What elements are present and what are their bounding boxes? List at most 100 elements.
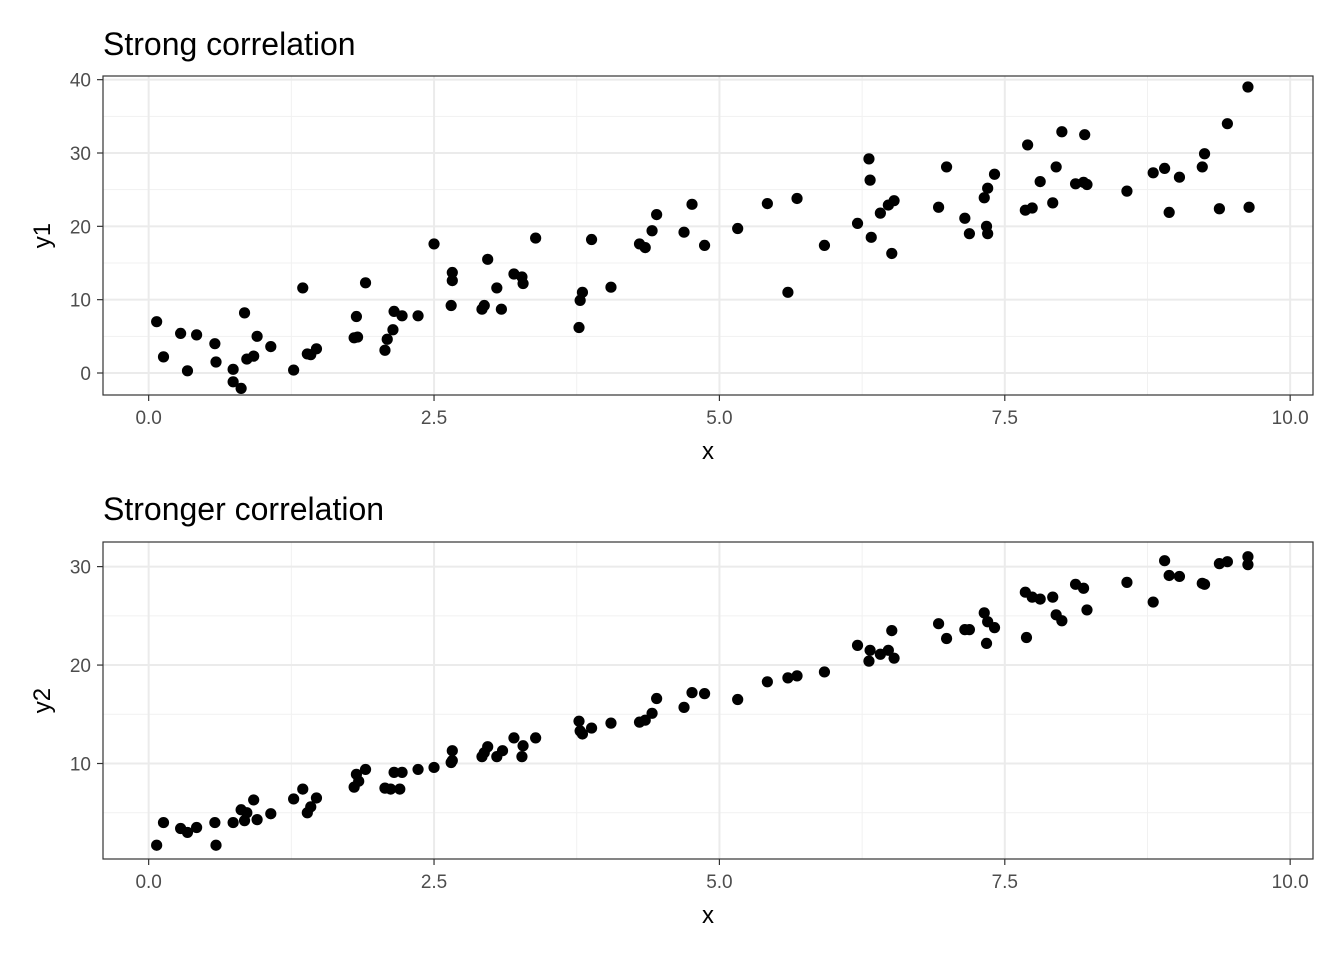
data-point xyxy=(959,212,971,224)
data-point xyxy=(882,644,894,656)
data-point xyxy=(1163,569,1175,582)
data-point xyxy=(517,740,529,752)
data-point xyxy=(181,365,194,377)
y-tick-label: 0 xyxy=(80,364,91,385)
data-point xyxy=(1081,178,1093,191)
x-axis-ticks: 0.0 2.5 5.0 7.5 10.0 xyxy=(135,395,1309,429)
data-point xyxy=(359,277,372,289)
data-point xyxy=(573,321,585,334)
data-point xyxy=(151,316,163,328)
data-point xyxy=(791,670,803,682)
data-point xyxy=(478,299,490,312)
data-point xyxy=(1242,559,1254,571)
y-tick-label: 20 xyxy=(70,217,91,238)
x-tick-label: 5.0 xyxy=(706,872,732,893)
data-point xyxy=(310,343,323,355)
data-point xyxy=(982,182,994,194)
data-point xyxy=(678,226,690,238)
data-point xyxy=(248,350,260,362)
data-point xyxy=(1198,148,1211,160)
data-point xyxy=(445,299,457,312)
data-point xyxy=(980,637,993,650)
data-point xyxy=(1221,118,1233,130)
data-point xyxy=(381,333,393,345)
data-point xyxy=(1198,578,1211,590)
data-point xyxy=(1081,604,1093,616)
data-point xyxy=(387,324,399,336)
data-point xyxy=(1243,201,1255,213)
major-grid xyxy=(103,76,1313,395)
data-point xyxy=(388,766,400,778)
data-point xyxy=(530,232,542,244)
data-point xyxy=(288,793,300,805)
data-point xyxy=(605,717,617,729)
data-point xyxy=(517,277,529,290)
x-tick-label: 10.0 xyxy=(1272,408,1309,429)
panel-border xyxy=(102,541,1314,860)
data-point xyxy=(888,652,900,664)
data-point xyxy=(1034,593,1046,605)
y-axis-label: y2 xyxy=(29,688,56,713)
y-tick-label: 30 xyxy=(70,144,91,165)
data-point xyxy=(963,624,976,636)
data-point xyxy=(585,233,598,246)
data-point xyxy=(886,625,898,637)
data-point xyxy=(1056,126,1068,138)
x-axis-label: x xyxy=(702,438,714,465)
panel-strong-correlation: Strong correlation 0.0 2.5 5.0 7.5 10.0 0 10 2… xyxy=(29,26,1314,465)
data-point xyxy=(865,231,877,243)
data-point xyxy=(446,754,458,767)
data-point xyxy=(428,761,440,774)
data-point xyxy=(1221,556,1233,568)
data-point xyxy=(191,329,203,341)
data-point xyxy=(698,239,711,251)
data-point xyxy=(573,715,585,727)
y-axis-ticks: 0 10 20 30 40 xyxy=(70,71,103,385)
data-point xyxy=(157,816,170,829)
data-point xyxy=(241,807,253,819)
y-tick-label: 10 xyxy=(70,291,91,312)
data-point xyxy=(1020,631,1033,644)
data-point xyxy=(396,310,408,322)
data-point xyxy=(818,666,831,678)
data-point xyxy=(446,745,458,757)
data-point xyxy=(761,198,773,210)
data-point xyxy=(227,376,239,388)
data-point xyxy=(864,644,876,656)
data-point xyxy=(1242,81,1254,93)
minor-grid xyxy=(103,76,1313,395)
y-tick-label: 10 xyxy=(70,755,91,776)
data-point xyxy=(351,331,364,343)
y-axis-ticks: 10 20 30 xyxy=(70,558,103,776)
data-point xyxy=(491,282,503,294)
data-point xyxy=(851,639,864,651)
data-point xyxy=(978,607,990,619)
data-point xyxy=(495,303,507,315)
data-point xyxy=(585,722,598,734)
x-tick-label: 0.0 xyxy=(135,408,161,429)
data-point xyxy=(288,364,300,376)
data-point xyxy=(732,693,744,706)
data-point xyxy=(651,692,663,705)
data-point xyxy=(359,763,372,776)
data-point xyxy=(1213,203,1225,215)
data-point xyxy=(412,310,424,322)
data-point xyxy=(530,732,542,744)
data-point xyxy=(181,826,194,839)
x-tick-label: 7.5 xyxy=(992,408,1018,429)
data-point xyxy=(496,745,509,757)
panel-title: Strong correlation xyxy=(103,26,356,62)
data-point xyxy=(516,751,528,763)
x-axis-ticks: 0.0 2.5 5.0 7.5 10.0 xyxy=(135,859,1309,893)
data-point xyxy=(940,632,953,645)
data-point xyxy=(761,676,773,688)
data-point xyxy=(209,816,221,829)
data-point xyxy=(1047,197,1059,209)
data-point xyxy=(297,783,309,795)
data-point xyxy=(851,217,864,229)
data-point xyxy=(191,821,203,834)
data-point xyxy=(1173,171,1186,183)
data-point xyxy=(210,356,222,368)
y-tick-label: 30 xyxy=(70,558,91,579)
data-point xyxy=(886,247,898,260)
